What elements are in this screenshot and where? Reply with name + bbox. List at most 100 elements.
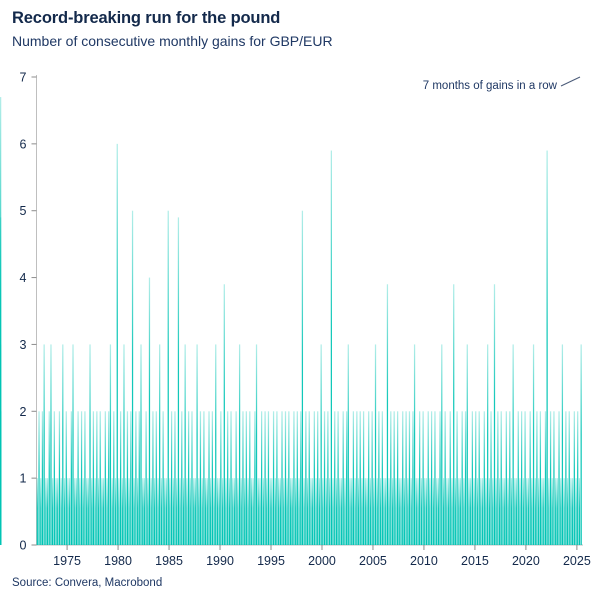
bar [137,478,139,545]
bar [164,478,166,545]
bar [480,478,482,545]
bar [434,411,436,545]
bar [410,478,412,545]
x-tick-label: 2000 [308,554,336,568]
bar [306,478,309,545]
bar [172,478,174,545]
bar [176,478,178,545]
bar [235,411,237,545]
bar [121,478,123,545]
bar [476,478,479,545]
y-axis-ticks: 0 1 2 3 4 5 6 7 [20,71,37,553]
bar [177,217,180,545]
x-axis-ticks: 1975 1980 1985 1990 1995 2000 2005 2010 2015 2020… [53,545,591,568]
bar [470,478,472,545]
bar [539,411,542,545]
bar [356,411,358,545]
bar [223,284,225,545]
bar [233,478,236,545]
bar [531,478,533,545]
bar [165,478,168,545]
bar [330,150,332,546]
bar [437,478,440,545]
bar [357,478,360,545]
bar [63,478,66,545]
bar [201,478,203,545]
bar [466,344,468,545]
bar [278,478,280,545]
bar [451,478,453,545]
bar [57,478,59,545]
bar [447,478,450,545]
bar [116,143,118,546]
bar [405,411,407,545]
bar [471,411,473,545]
bar [334,411,336,545]
bar [403,478,405,545]
bar [298,478,300,545]
bar [378,411,380,545]
bar [70,411,72,545]
bar [442,478,445,545]
bar [385,478,387,545]
bar [504,478,506,545]
bar [87,478,89,545]
bar [196,344,198,545]
bar [517,411,519,545]
bar [527,478,530,545]
bar [104,411,106,545]
bar [359,411,361,545]
bar [259,478,261,545]
bar [578,478,581,545]
y-tick-label: 6 [20,137,27,151]
bar [346,411,348,545]
bar [157,478,159,545]
bar [101,478,103,545]
bar [419,411,421,545]
bar [213,478,215,545]
bar [487,344,489,545]
bar [238,344,241,545]
bar [432,478,434,545]
bar [262,478,264,545]
bar [230,411,232,545]
bar [91,478,93,545]
y-tick-label: 3 [20,338,27,352]
bar [407,478,409,545]
bar [245,411,247,545]
bar [281,411,283,545]
bar [398,478,400,545]
bar [135,411,137,545]
chart-subtitle: Number of consecutive monthly gains for … [12,33,333,49]
bar [308,411,310,545]
bar [291,478,293,545]
x-tick-label: 1995 [257,554,285,568]
bar [130,411,132,545]
bar [549,411,552,545]
bar [536,411,538,545]
bar [420,478,423,545]
bar [311,478,314,545]
bar [395,478,397,545]
bar [561,344,564,545]
bar [505,411,507,545]
bar [546,150,548,546]
bar [272,411,275,545]
bar [264,411,266,545]
bar [186,478,188,545]
bar [247,478,249,545]
bar [191,411,193,545]
bar [352,411,355,545]
bar [412,411,414,545]
bar [371,411,373,545]
bar [46,478,49,545]
bar [512,344,514,545]
bar [152,411,154,545]
bar [147,478,149,545]
bar [58,411,61,545]
bar [206,478,208,545]
bar [143,478,145,545]
bar [563,478,565,545]
bar [118,478,120,545]
bar [393,411,395,545]
